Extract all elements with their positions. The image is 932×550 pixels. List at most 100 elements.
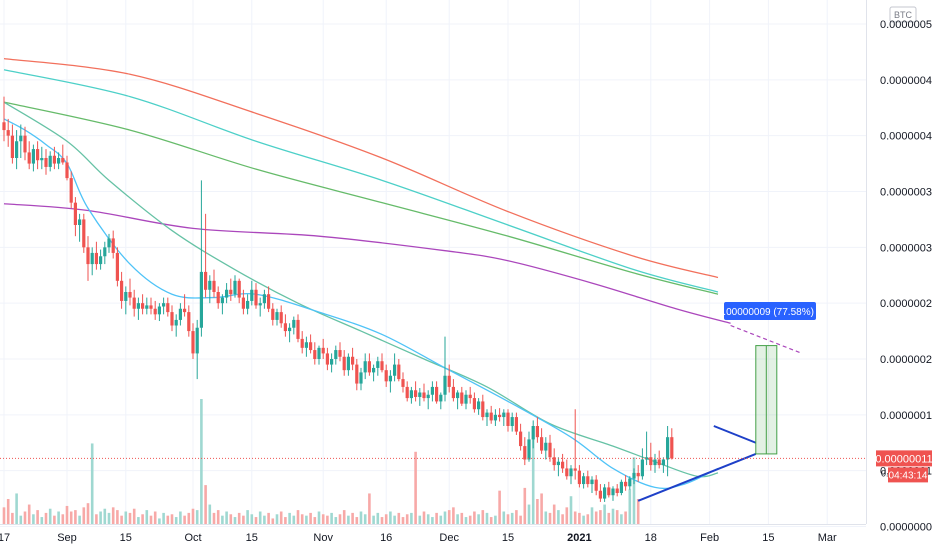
candle[interactable] bbox=[254, 283, 258, 309]
candle[interactable] bbox=[283, 314, 287, 337]
candle[interactable] bbox=[288, 323, 292, 343]
candle[interactable] bbox=[132, 289, 136, 317]
candle[interactable] bbox=[582, 472, 586, 489]
triangle-lower-line[interactable] bbox=[637, 452, 757, 502]
candle[interactable] bbox=[535, 417, 539, 443]
candle[interactable] bbox=[489, 405, 493, 424]
candle[interactable] bbox=[405, 381, 409, 402]
candle[interactable] bbox=[355, 359, 359, 391]
candle[interactable] bbox=[52, 146, 56, 170]
candle[interactable] bbox=[565, 459, 569, 480]
candle[interactable] bbox=[275, 308, 279, 326]
candle[interactable] bbox=[246, 294, 250, 315]
candle[interactable] bbox=[388, 370, 392, 393]
candle[interactable] bbox=[208, 275, 212, 304]
candle[interactable] bbox=[472, 392, 476, 413]
candle[interactable] bbox=[435, 381, 439, 404]
candle[interactable] bbox=[544, 437, 548, 460]
candle[interactable] bbox=[666, 426, 670, 477]
candle[interactable] bbox=[569, 465, 573, 485]
candle[interactable] bbox=[594, 475, 598, 496]
candle[interactable] bbox=[19, 124, 23, 159]
candle[interactable] bbox=[267, 286, 271, 313]
candle[interactable] bbox=[506, 409, 510, 432]
candle[interactable] bbox=[304, 336, 308, 357]
candle[interactable] bbox=[561, 453, 565, 473]
candle[interactable] bbox=[573, 409, 577, 480]
candle[interactable] bbox=[615, 484, 619, 497]
candle[interactable] bbox=[57, 152, 61, 170]
candle[interactable] bbox=[590, 476, 594, 493]
candle[interactable] bbox=[414, 381, 418, 402]
candles[interactable] bbox=[2, 96, 674, 502]
candle[interactable] bbox=[170, 305, 174, 332]
candle[interactable] bbox=[36, 141, 40, 170]
candle[interactable] bbox=[367, 353, 371, 376]
candle[interactable] bbox=[216, 286, 220, 309]
candle[interactable] bbox=[296, 314, 300, 343]
candle[interactable] bbox=[460, 386, 464, 406]
candle[interactable] bbox=[262, 289, 266, 309]
candle[interactable] bbox=[321, 338, 325, 359]
candle[interactable] bbox=[174, 314, 178, 337]
candle[interactable] bbox=[393, 353, 397, 382]
candle[interactable] bbox=[468, 386, 472, 404]
candle[interactable] bbox=[498, 408, 502, 422]
candle[interactable] bbox=[233, 275, 237, 298]
candle[interactable] bbox=[523, 437, 527, 466]
candle[interactable] bbox=[128, 278, 132, 306]
candle[interactable] bbox=[166, 297, 170, 317]
candle[interactable] bbox=[120, 271, 124, 309]
candle[interactable] bbox=[351, 347, 355, 371]
candle[interactable] bbox=[645, 431, 649, 466]
candle[interactable] bbox=[237, 278, 241, 304]
candle[interactable] bbox=[212, 269, 216, 298]
candle[interactable] bbox=[99, 249, 103, 270]
candle[interactable] bbox=[640, 448, 644, 480]
candle[interactable] bbox=[271, 303, 275, 326]
candle[interactable] bbox=[40, 146, 44, 170]
candle[interactable] bbox=[556, 457, 560, 477]
candle[interactable] bbox=[111, 230, 115, 259]
candle[interactable] bbox=[162, 297, 166, 315]
candle[interactable] bbox=[317, 345, 321, 365]
candle[interactable] bbox=[141, 294, 145, 315]
candle[interactable] bbox=[115, 247, 119, 287]
candle[interactable] bbox=[334, 345, 338, 365]
candle[interactable] bbox=[384, 364, 388, 387]
candle[interactable] bbox=[628, 476, 632, 490]
candle[interactable] bbox=[346, 353, 350, 376]
candle[interactable] bbox=[456, 390, 460, 410]
candle[interactable] bbox=[603, 484, 607, 502]
candle[interactable] bbox=[191, 323, 195, 359]
candle[interactable] bbox=[2, 96, 6, 142]
candle[interactable] bbox=[540, 428, 544, 454]
candle[interactable] bbox=[363, 353, 367, 380]
candle[interactable] bbox=[485, 409, 489, 426]
candle[interactable] bbox=[359, 367, 363, 391]
candle[interactable] bbox=[187, 305, 191, 337]
candle[interactable] bbox=[661, 457, 665, 473]
candle[interactable] bbox=[619, 479, 623, 496]
candle[interactable] bbox=[649, 442, 653, 471]
candle[interactable] bbox=[23, 126, 27, 161]
candle[interactable] bbox=[300, 331, 304, 354]
candle[interactable] bbox=[636, 465, 640, 482]
triangle-upper-line[interactable] bbox=[713, 425, 757, 444]
candle[interactable] bbox=[149, 297, 153, 315]
candle[interactable] bbox=[607, 481, 611, 498]
time-axis[interactable]: 17 Sep 15 Oct 15 Nov 16 Dec 15 2021 18 Feb 15 Mar bbox=[0, 524, 866, 545]
candle[interactable] bbox=[519, 423, 523, 451]
candle[interactable] bbox=[481, 394, 485, 421]
candle[interactable] bbox=[552, 448, 556, 471]
candle[interactable] bbox=[103, 241, 107, 265]
candle[interactable] bbox=[10, 124, 14, 164]
candle[interactable] bbox=[430, 381, 434, 402]
candle[interactable] bbox=[598, 484, 602, 502]
candle[interactable] bbox=[418, 388, 422, 406]
candle[interactable] bbox=[493, 409, 497, 426]
candle[interactable] bbox=[325, 347, 329, 371]
candle[interactable] bbox=[514, 412, 518, 435]
candle[interactable] bbox=[439, 392, 443, 410]
